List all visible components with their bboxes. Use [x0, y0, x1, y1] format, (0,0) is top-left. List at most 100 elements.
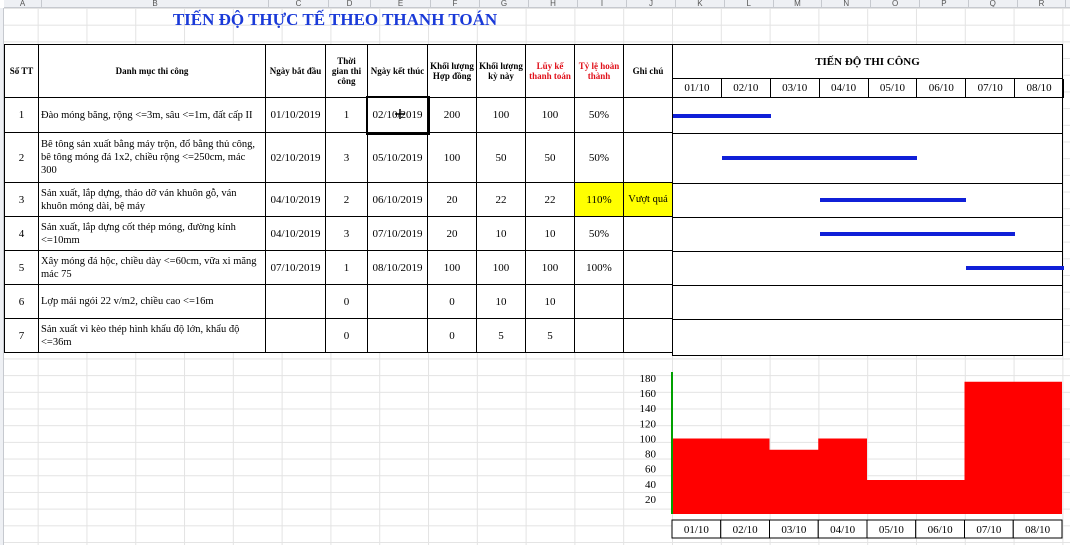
cell-end[interactable]: 06/10/2019 — [367, 182, 428, 217]
cell-name[interactable]: Lợp mái ngói 22 v/m2, chiều cao <=16m — [38, 284, 266, 319]
column-header-r[interactable]: R — [1017, 0, 1067, 8]
cell-contract-qty[interactable]: 0 — [427, 284, 477, 319]
column-header-o[interactable]: O — [871, 0, 920, 8]
cell-percent[interactable]: 100% — [574, 250, 624, 285]
cell-note[interactable] — [623, 284, 673, 319]
cell-contract-qty[interactable]: 0 — [427, 318, 477, 353]
cell-start[interactable]: 04/10/2019 — [265, 182, 326, 217]
cell-start[interactable]: 01/10/2019 — [265, 97, 326, 133]
cell-end[interactable] — [367, 284, 428, 319]
header-stt[interactable]: Số TT — [4, 44, 39, 98]
cell-contract-qty[interactable]: 200 — [427, 97, 477, 133]
header-cumulative[interactable]: Lũy kế thanh toán — [525, 44, 575, 98]
cell-end[interactable]: 05/10/2019 — [367, 132, 428, 183]
cell-start[interactable]: 02/10/2019 — [265, 132, 326, 183]
cell-cumulative[interactable]: 100 — [525, 250, 575, 285]
cell-note[interactable] — [623, 216, 673, 251]
header-duration[interactable]: Thời gian thi công — [325, 44, 368, 98]
column-header-d[interactable]: D — [329, 0, 371, 8]
cell-percent[interactable]: 50% — [574, 132, 624, 183]
cell-duration[interactable]: 0 — [325, 318, 368, 353]
cell-stt[interactable]: 3 — [4, 182, 39, 217]
cell-duration[interactable]: 1 — [325, 250, 368, 285]
cell-stt[interactable]: 4 — [4, 216, 39, 251]
cell-cumulative[interactable]: 50 — [525, 132, 575, 183]
cell-duration[interactable]: 3 — [325, 132, 368, 183]
cell-name[interactable]: Xây móng đá hộc, chiều dày <=60cm, vữa x… — [38, 250, 266, 285]
gantt-title[interactable]: TIẾN ĐỘ THI CÔNG — [673, 45, 1062, 79]
column-header-l[interactable]: L — [724, 0, 774, 8]
cell-duration[interactable]: 3 — [325, 216, 368, 251]
cell-cumulative[interactable]: 100 — [525, 97, 575, 133]
header-percent[interactable]: Tỷ lệ hoàn thành — [574, 44, 624, 98]
cell-duration[interactable]: 2 — [325, 182, 368, 217]
header-period-qty[interactable]: Khối lượng kỳ này — [476, 44, 526, 98]
gantt-bar-task-4[interactable] — [819, 232, 1016, 236]
cell-cumulative[interactable]: 10 — [525, 284, 575, 319]
cell-stt[interactable]: 2 — [4, 132, 39, 183]
cell-end[interactable]: 08/10/2019 — [367, 250, 428, 285]
cell-period-qty[interactable]: 50 — [476, 132, 526, 183]
cell-contract-qty[interactable]: 100 — [427, 250, 477, 285]
cell-note[interactable] — [623, 250, 673, 285]
gantt-bar-task-3[interactable] — [819, 198, 967, 202]
column-header-k[interactable]: K — [676, 0, 725, 8]
cell-period-qty[interactable]: 100 — [476, 97, 526, 133]
cell-start[interactable] — [265, 284, 326, 319]
cell-note[interactable] — [623, 132, 673, 183]
cell-cumulative[interactable]: 22 — [525, 182, 575, 217]
column-header-q[interactable]: Q — [968, 0, 1018, 8]
cell-percent[interactable] — [574, 284, 624, 319]
column-header-a[interactable]: A — [4, 0, 42, 8]
column-header-e[interactable]: E — [371, 0, 431, 8]
cell-start[interactable]: 07/10/2019 — [265, 250, 326, 285]
column-header-n[interactable]: N — [822, 0, 872, 8]
column-header-b[interactable]: B — [42, 0, 269, 8]
cell-end[interactable]: 07/10/2019 — [367, 216, 428, 251]
column-header-f[interactable]: F — [431, 0, 480, 8]
column-header-i[interactable]: I — [578, 0, 627, 8]
cell-name[interactable]: Sản xuất, lắp dựng cốt thép móng, đường … — [38, 216, 266, 251]
cell-duration[interactable]: 1 — [325, 97, 368, 133]
column-header-p[interactable]: P — [920, 0, 969, 8]
cell-name[interactable]: Bê tông sản xuất bằng máy trộn, đổ bằng … — [38, 132, 266, 183]
column-header-m[interactable]: M — [773, 0, 823, 8]
cell-end[interactable] — [367, 318, 428, 353]
cell-percent[interactable] — [574, 318, 624, 353]
cell-stt[interactable]: 7 — [4, 318, 39, 353]
cell-note[interactable]: Vượt quá — [623, 182, 673, 217]
cell-note[interactable] — [623, 97, 673, 133]
column-header-c[interactable]: C — [269, 0, 329, 8]
cell-start[interactable] — [265, 318, 326, 353]
cell-start[interactable]: 04/10/2019 — [265, 216, 326, 251]
header-note[interactable]: Ghi chú — [623, 44, 673, 98]
cell-note[interactable] — [623, 318, 673, 353]
header-name[interactable]: Danh mục thi công — [38, 44, 266, 98]
cell-period-qty[interactable]: 10 — [476, 284, 526, 319]
column-header-s[interactable]: S — [1066, 0, 1070, 8]
column-header-j[interactable]: J — [627, 0, 676, 8]
gantt-bar-task-5[interactable] — [966, 266, 1064, 270]
cell-duration[interactable]: 0 — [325, 284, 368, 319]
progress-area-chart[interactable]: 20 40 60 80 100 120 140 160 180 01/10 02/10 03/10 04… — [630, 366, 1070, 545]
cell-cumulative[interactable]: 10 — [525, 216, 575, 251]
gantt-bar-task-1[interactable] — [673, 113, 771, 118]
column-header-g[interactable]: G — [480, 0, 529, 8]
cell-percent[interactable]: 110% — [574, 182, 624, 217]
cell-stt[interactable]: 6 — [4, 284, 39, 319]
cell-percent[interactable]: 50% — [574, 97, 624, 133]
column-header-h[interactable]: H — [529, 0, 578, 8]
cell-name[interactable]: Sản xuất vì kèo thép hình khẩu độ lớn, k… — [38, 318, 266, 353]
cell-period-qty[interactable]: 100 — [476, 250, 526, 285]
cell-period-qty[interactable]: 10 — [476, 216, 526, 251]
cell-percent[interactable]: 50% — [574, 216, 624, 251]
gantt-bar-task-2[interactable] — [721, 156, 918, 160]
header-start[interactable]: Ngày bắt đầu — [265, 44, 326, 98]
cell-contract-qty[interactable]: 100 — [427, 132, 477, 183]
chart-area-series[interactable] — [672, 381, 1062, 514]
header-contract-qty[interactable]: Khối lượng Hợp đồng — [427, 44, 477, 98]
cell-period-qty[interactable]: 5 — [476, 318, 526, 353]
cell-cumulative[interactable]: 5 — [525, 318, 575, 353]
cell-contract-qty[interactable]: 20 — [427, 216, 477, 251]
header-end[interactable]: Ngày kết thúc — [367, 44, 428, 98]
